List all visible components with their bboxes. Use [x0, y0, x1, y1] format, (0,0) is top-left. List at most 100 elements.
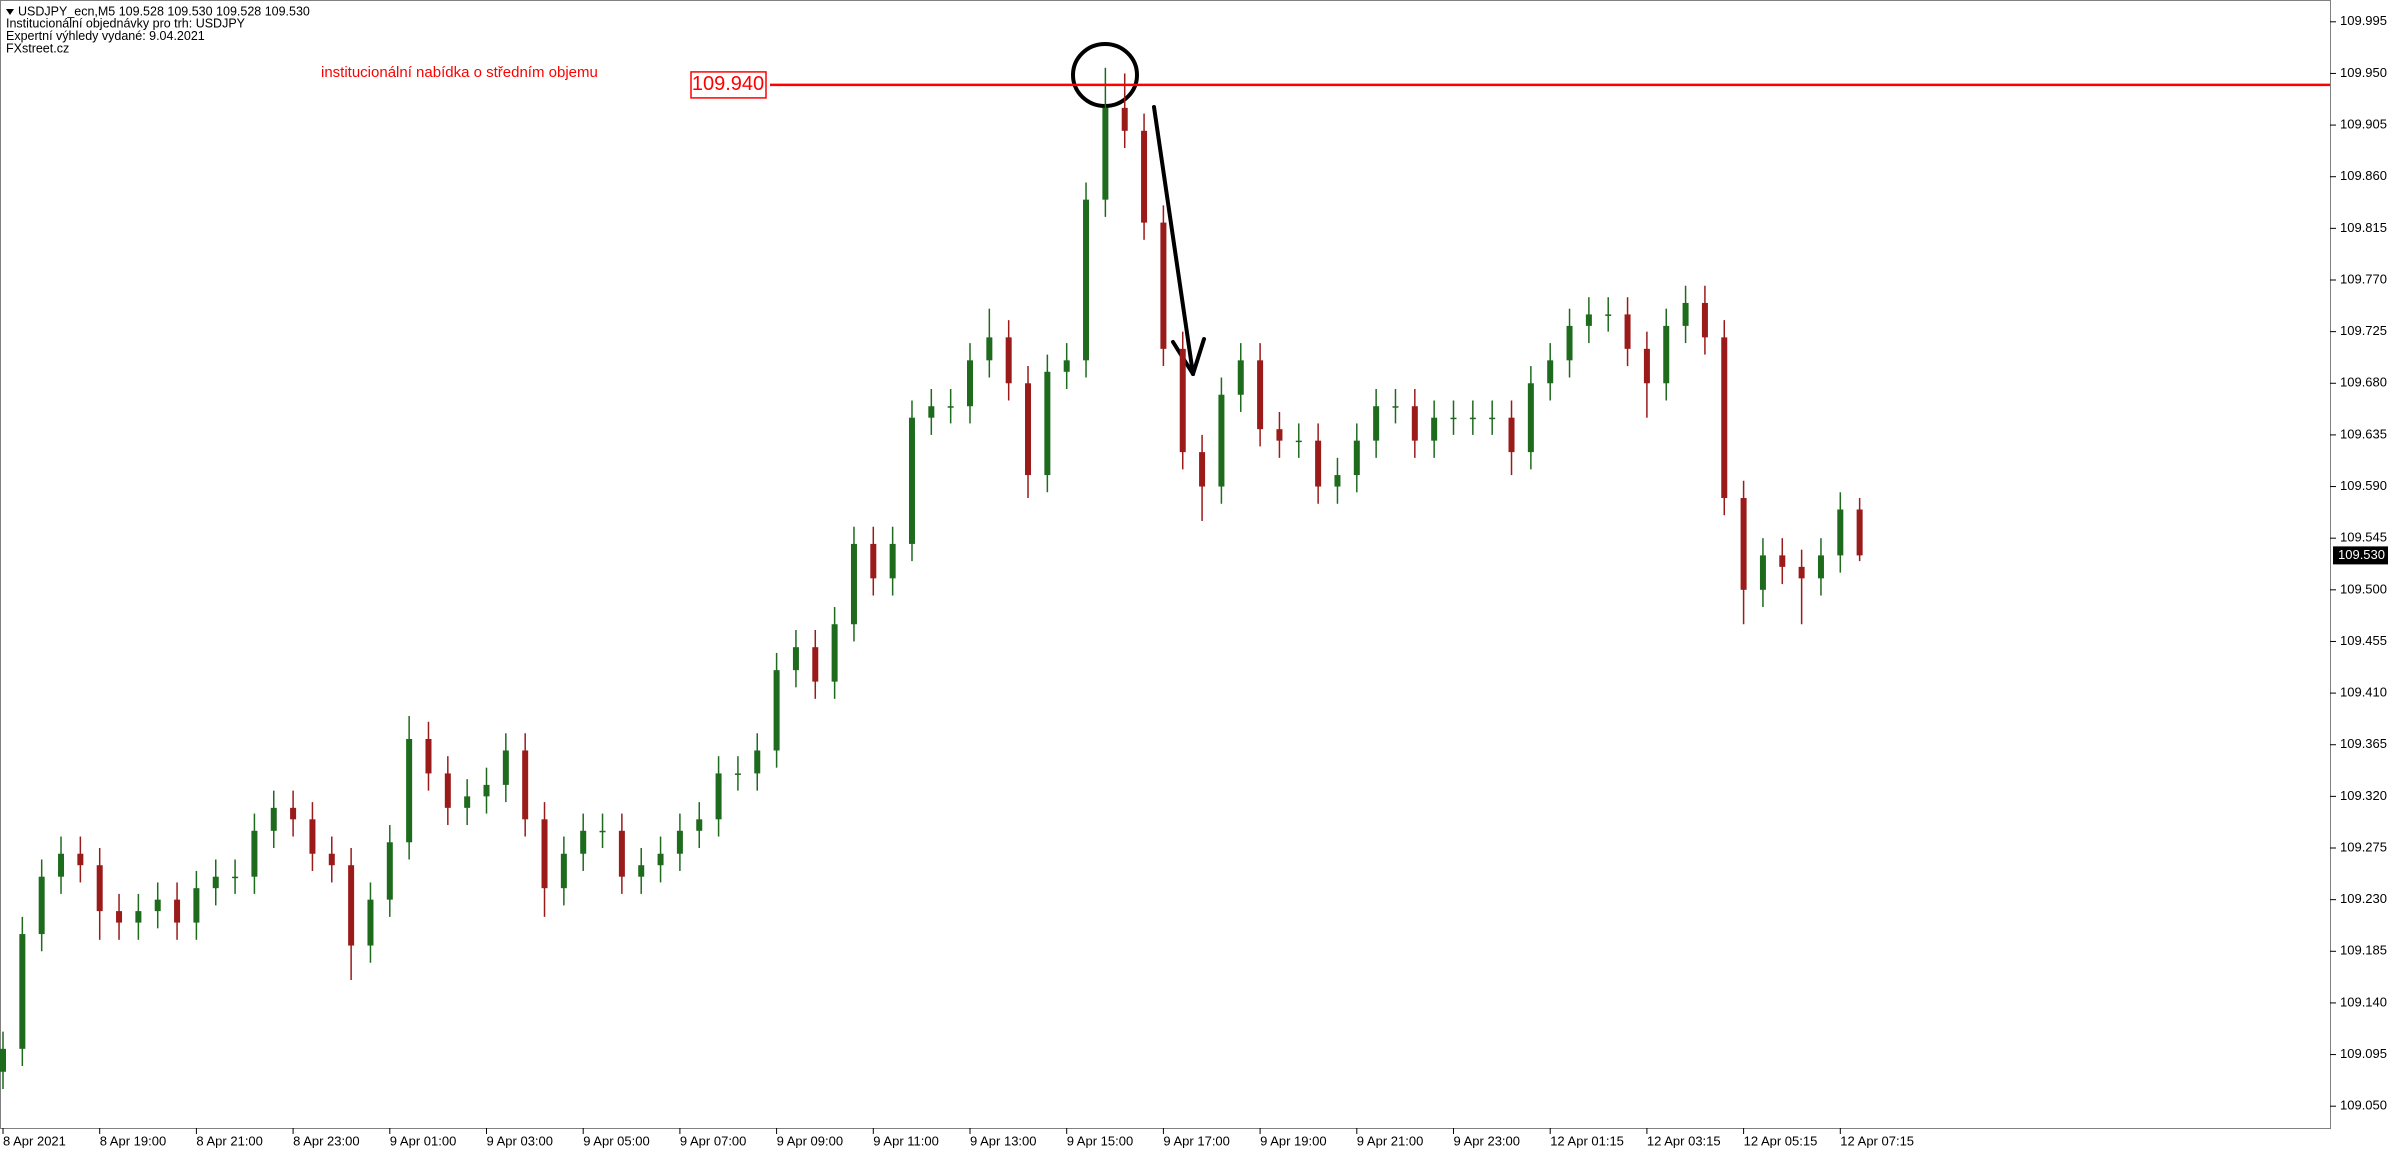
candle-body	[1373, 406, 1380, 441]
candle-body	[947, 406, 954, 408]
header-line: USDJPY_ecn,M5 109.528 109.530 109.528 10…	[18, 4, 310, 18]
candle-body	[1199, 452, 1206, 487]
x-tick-label: 9 Apr 13:00	[970, 1133, 1037, 1148]
x-tick-label: 8 Apr 21:00	[196, 1133, 263, 1148]
candle-body	[1721, 337, 1728, 499]
y-tick-label: 109.275	[2340, 839, 2387, 854]
candle-body	[212, 876, 219, 889]
candle-body	[1450, 417, 1457, 420]
candle-body	[1489, 417, 1496, 420]
header-line: Institucionální objednávky pro trh: USDJ…	[6, 17, 246, 31]
candle-body	[599, 830, 606, 833]
candle-body	[348, 865, 355, 946]
y-tick-label: 109.095	[2340, 1046, 2387, 1061]
candle-body	[154, 899, 161, 912]
candle-body	[1276, 429, 1283, 441]
candle-body	[541, 819, 548, 889]
candle-body	[174, 899, 181, 923]
y-tick-label: 109.140	[2340, 994, 2387, 1009]
y-tick-label: 109.365	[2340, 736, 2387, 751]
candle-body	[676, 830, 683, 854]
y-tick-label: 109.950	[2340, 65, 2387, 80]
plot-frame	[0, 0, 2331, 1129]
candle-body	[1431, 417, 1438, 441]
candle-body	[1547, 360, 1554, 384]
y-tick-label: 109.680	[2340, 375, 2387, 390]
candle-body	[1566, 325, 1573, 361]
x-tick-label: 12 Apr 07:15	[1840, 1133, 1914, 1148]
candle-body	[850, 543, 857, 625]
candle-body	[1218, 394, 1225, 487]
candle-body	[38, 876, 45, 935]
candle-body	[986, 337, 993, 361]
candle-body	[444, 773, 451, 808]
x-tick-label: 9 Apr 05:00	[583, 1133, 650, 1148]
candle-body	[1025, 383, 1032, 476]
candle-body	[1141, 130, 1148, 223]
candle-body	[386, 842, 393, 900]
header-line: Expertní výhledy vydané: 9.04.2021	[6, 29, 205, 43]
candle-body	[1701, 302, 1708, 338]
y-tick-label: 109.770	[2340, 271, 2387, 286]
candle-body	[367, 899, 374, 946]
candle-body	[831, 624, 838, 682]
candle-body	[812, 647, 819, 682]
x-tick-label: 8 Apr 2021	[3, 1133, 66, 1148]
candle-body	[1469, 417, 1476, 420]
y-tick-label: 109.050	[2340, 1098, 2387, 1113]
candle-body	[1779, 555, 1786, 567]
x-tick-label: 8 Apr 19:00	[100, 1133, 167, 1148]
candle-body	[1121, 107, 1128, 131]
candle-body	[77, 853, 84, 866]
candle-body	[1663, 325, 1670, 384]
x-tick-label: 9 Apr 23:00	[1454, 1133, 1521, 1148]
candle-body	[638, 865, 645, 877]
candle-body	[560, 853, 567, 889]
candle-body	[522, 750, 529, 820]
candle-body	[1295, 440, 1302, 443]
candle-body	[1237, 360, 1244, 395]
candle-body	[1179, 348, 1186, 453]
candle-body	[328, 853, 335, 866]
candle-body	[792, 647, 799, 671]
candle-body	[232, 876, 239, 879]
candle-body	[734, 773, 741, 775]
y-tick-label: 109.410	[2340, 685, 2387, 700]
candle-body	[1005, 337, 1012, 384]
candle-body	[715, 773, 722, 820]
candle-body	[618, 830, 625, 877]
candle-body	[135, 911, 142, 923]
candle-body	[773, 670, 780, 751]
x-tick-label: 9 Apr 17:00	[1163, 1133, 1230, 1148]
y-tick-label: 109.995	[2340, 13, 2387, 28]
candle-body	[0, 1048, 6, 1072]
x-tick-label: 9 Apr 19:00	[1260, 1133, 1327, 1148]
header-line: FXstreet.cz	[6, 41, 69, 55]
candle-body	[425, 738, 432, 774]
y-tick-label: 109.725	[2340, 323, 2387, 338]
candle-body	[889, 543, 896, 579]
candle-body	[502, 750, 509, 785]
y-tick-label: 109.905	[2340, 117, 2387, 132]
candle-body	[754, 750, 761, 774]
candle-body	[1585, 314, 1592, 326]
y-tick-label: 109.230	[2340, 891, 2387, 906]
candle-body	[870, 543, 877, 579]
y-tick-label: 109.590	[2340, 478, 2387, 493]
y-tick-label: 109.320	[2340, 788, 2387, 803]
candle-body	[19, 934, 26, 1049]
candle-body	[1682, 302, 1689, 326]
y-tick-label: 109.815	[2340, 220, 2387, 235]
candle-body	[1740, 498, 1747, 590]
y-tick-label: 109.860	[2340, 168, 2387, 183]
candle-body	[1643, 348, 1650, 384]
candle-body	[1856, 509, 1863, 556]
candle-body	[1624, 314, 1631, 349]
candle-body	[464, 796, 471, 808]
candle-body	[270, 807, 277, 831]
candle-body	[1083, 199, 1090, 361]
candle-body	[116, 911, 123, 923]
y-tick-label: 109.455	[2340, 633, 2387, 648]
